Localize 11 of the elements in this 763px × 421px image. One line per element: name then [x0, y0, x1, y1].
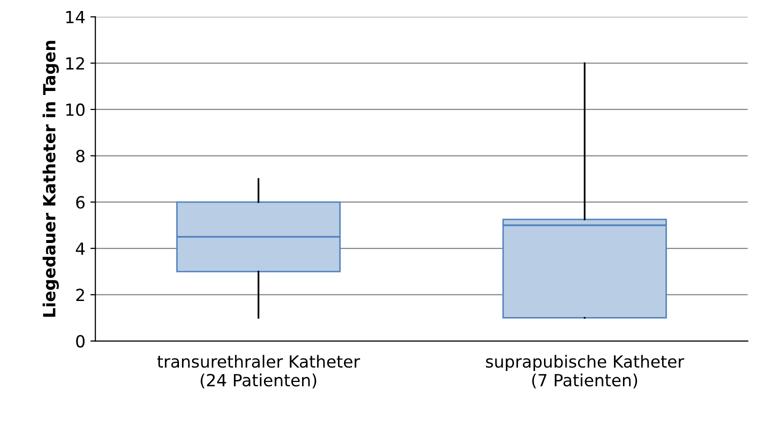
x-tick-label: suprapubische Katheter (7 Patienten): [486, 354, 684, 388]
y-tick-label: 4: [76, 242, 85, 255]
y-axis-title: Liegedauer Katheter in Tagen: [42, 40, 59, 317]
y-tick-label: 6: [76, 196, 85, 209]
y-tick-label: 14: [66, 11, 85, 24]
x-tick-label: transurethraler Katheter (24 Patienten): [157, 354, 360, 388]
y-tick-label: 2: [76, 288, 84, 302]
y-tick-label: 10: [66, 103, 85, 116]
y-tick-label: 0: [76, 334, 85, 348]
y-tick-label: 8: [76, 150, 85, 162]
y-tick-label: 12: [66, 57, 84, 70]
